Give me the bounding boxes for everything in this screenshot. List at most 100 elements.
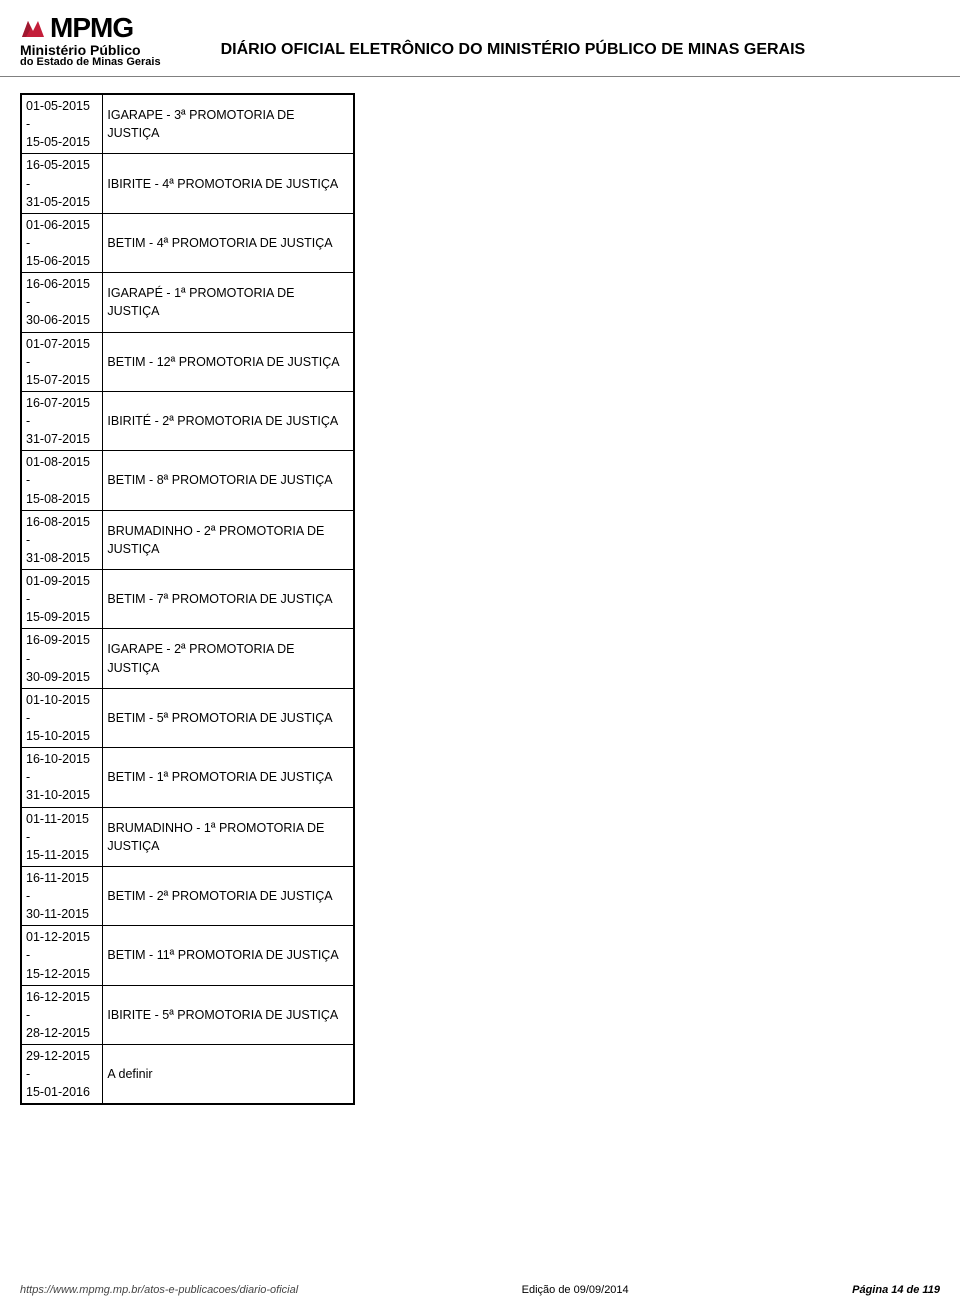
date-start: 16-06-2015 [26,275,98,293]
description-cell: IBIRITE - 5ª PROMOTORIA DE JUSTIÇA [103,985,354,1044]
date-dash: - [26,471,98,489]
date-dash: - [26,353,98,371]
description-cell: IGARAPE - 3ª PROMOTORIA DE JUSTIÇA [103,94,354,154]
table-row: 16-05-2015-31-05-2015IBIRITE - 4ª PROMOT… [21,154,354,213]
table-row: 01-11-2015-15-11-2015BRUMADINHO - 1ª PRO… [21,807,354,866]
table-row: 01-10-2015-15-10-2015 BETIM - 5ª PROMOTOR… [21,688,354,747]
date-end: 15-10-2015 [26,727,98,745]
date-dash: - [26,709,98,727]
description-cell: BETIM - 5ª PROMOTORIA DE JUSTIÇA [103,688,354,747]
content-area: 01-05-2015-15-05-2015IGARAPE - 3ª PROMOT… [0,77,960,1121]
description-cell: BETIM - 8ª PROMOTORIA DE JUSTIÇA [103,451,354,510]
date-start: 01-12-2015 [26,928,98,946]
date-dash: - [26,590,98,608]
table-row: 29-12-2015-15-01-2016 A definir [21,1045,354,1105]
description-cell: IBIRITÉ - 2ª PROMOTORIA DE JUSTIÇA [103,391,354,450]
date-start: 01-09-2015 [26,572,98,590]
date-cell: 16-10-2015-31-10-2015 [21,748,103,807]
date-end: 31-10-2015 [26,786,98,804]
date-end: 15-09-2015 [26,608,98,626]
logo-text: MPMG [50,12,133,44]
table-row: 01-05-2015-15-05-2015IGARAPE - 3ª PROMOT… [21,94,354,154]
date-dash: - [26,234,98,252]
logo-block: MPMG Ministério Público do Estado de Min… [20,12,161,68]
date-end: 15-07-2015 [26,371,98,389]
date-dash: - [26,175,98,193]
date-cell: 01-09-2015-15-09-2015 [21,570,103,629]
table-row: 01-08-2015-15-08-2015 BETIM - 8ª PROMOTOR… [21,451,354,510]
date-start: 01-10-2015 [26,691,98,709]
footer-url: https://www.mpmg.mp.br/atos-e-publicacoe… [20,1284,298,1296]
table-row: 16-08-2015-31-08-2015BRUMADINHO - 2ª PRO… [21,510,354,569]
date-end: 31-07-2015 [26,430,98,448]
date-start: 16-09-2015 [26,631,98,649]
date-cell: 01-05-2015-15-05-2015 [21,94,103,154]
table-row: 01-09-2015-15-09-2015BETIM - 7ª PROMOTOR… [21,570,354,629]
date-cell: 16-06-2015-30-06-2015 [21,273,103,332]
date-end: 30-09-2015 [26,668,98,686]
date-cell: 16-07-2015-31-07-2015 [21,391,103,450]
description-cell: BETIM - 1ª PROMOTORIA DE JUSTIÇA [103,748,354,807]
description-cell: BRUMADINHO - 1ª PROMOTORIA DE JUSTIÇA [103,807,354,866]
date-start: 16-07-2015 [26,394,98,412]
date-end: 15-05-2015 [26,133,98,151]
date-start: 01-11-2015 [26,810,98,828]
date-start: 29-12-2015 [26,1047,98,1065]
date-start: 01-08-2015 [26,453,98,471]
logo-icon [20,15,46,41]
table-row: 16-11-2015-30-11-2015BETIM - 2ª PROMOTOR… [21,866,354,925]
footer-page-label: Página 14 de 119 [852,1284,940,1296]
page-footer: https://www.mpmg.mp.br/atos-e-publicacoe… [0,1284,960,1296]
table-row: 16-12-2015-28-12-2015IBIRITE - 5ª PROMOT… [21,985,354,1044]
date-cell: 16-09-2015-30-09-2015 [21,629,103,688]
date-end: 15-06-2015 [26,252,98,270]
date-start: 01-06-2015 [26,216,98,234]
date-dash: - [26,115,98,133]
description-cell: A definir [103,1045,354,1105]
table-row: 16-09-2015-30-09-2015IGARAPE - 2ª PROMOT… [21,629,354,688]
description-cell: BETIM - 11ª PROMOTORIA DE JUSTIÇA [103,926,354,985]
date-dash: - [26,887,98,905]
date-start: 01-05-2015 [26,97,98,115]
header-title: DIÁRIO OFICIAL ELETRÔNICO DO MINISTÉRIO … [221,41,806,59]
date-start: 16-05-2015 [26,156,98,174]
date-start: 16-10-2015 [26,750,98,768]
date-dash: - [26,1065,98,1083]
table-row: 16-06-2015-30-06-2015IGARAPÉ - 1ª PROMOT… [21,273,354,332]
table-row: 01-07-2015-15-07-2015BETIM - 12ª PROMOTO… [21,332,354,391]
page-header: MPMG Ministério Público do Estado de Min… [0,0,960,77]
date-end: 15-01-2016 [26,1083,98,1101]
date-cell: 16-05-2015-31-05-2015 [21,154,103,213]
date-cell: 01-07-2015-15-07-2015 [21,332,103,391]
table-row: 01-06-2015-15-06-2015BETIM - 4ª PROMOTOR… [21,213,354,272]
description-cell: IGARAPÉ - 1ª PROMOTORIA DE JUSTIÇA [103,273,354,332]
date-dash: - [26,412,98,430]
table-row: 01-12-2015-15-12-2015BETIM - 11ª PROMOTO… [21,926,354,985]
footer-page: Página 14 de 119 [852,1284,940,1296]
date-start: 16-08-2015 [26,513,98,531]
date-end: 15-11-2015 [26,846,98,864]
schedule-table: 01-05-2015-15-05-2015IGARAPE - 3ª PROMOT… [20,93,355,1105]
date-end: 28-12-2015 [26,1024,98,1042]
date-cell: 01-06-2015-15-06-2015 [21,213,103,272]
logo-top: MPMG [20,12,161,44]
date-end: 31-08-2015 [26,549,98,567]
date-end: 30-11-2015 [26,905,98,923]
date-cell: 01-12-2015-15-12-2015 [21,926,103,985]
date-dash: - [26,768,98,786]
table-row: 16-10-2015-31-10-2015BETIM - 1ª PROMOTOR… [21,748,354,807]
date-end: 15-08-2015 [26,490,98,508]
footer-edition: Edição de 09/09/2014 [522,1284,629,1296]
description-cell: BETIM - 12ª PROMOTORIA DE JUSTIÇA [103,332,354,391]
date-end: 15-12-2015 [26,965,98,983]
date-dash: - [26,293,98,311]
date-cell: 16-11-2015-30-11-2015 [21,866,103,925]
date-dash: - [26,650,98,668]
date-cell: 16-12-2015-28-12-2015 [21,985,103,1044]
date-dash: - [26,1006,98,1024]
date-end: 30-06-2015 [26,311,98,329]
description-cell: BETIM - 2ª PROMOTORIA DE JUSTIÇA [103,866,354,925]
date-cell: 16-08-2015-31-08-2015 [21,510,103,569]
date-start: 16-11-2015 [26,869,98,887]
description-cell: BETIM - 4ª PROMOTORIA DE JUSTIÇA [103,213,354,272]
